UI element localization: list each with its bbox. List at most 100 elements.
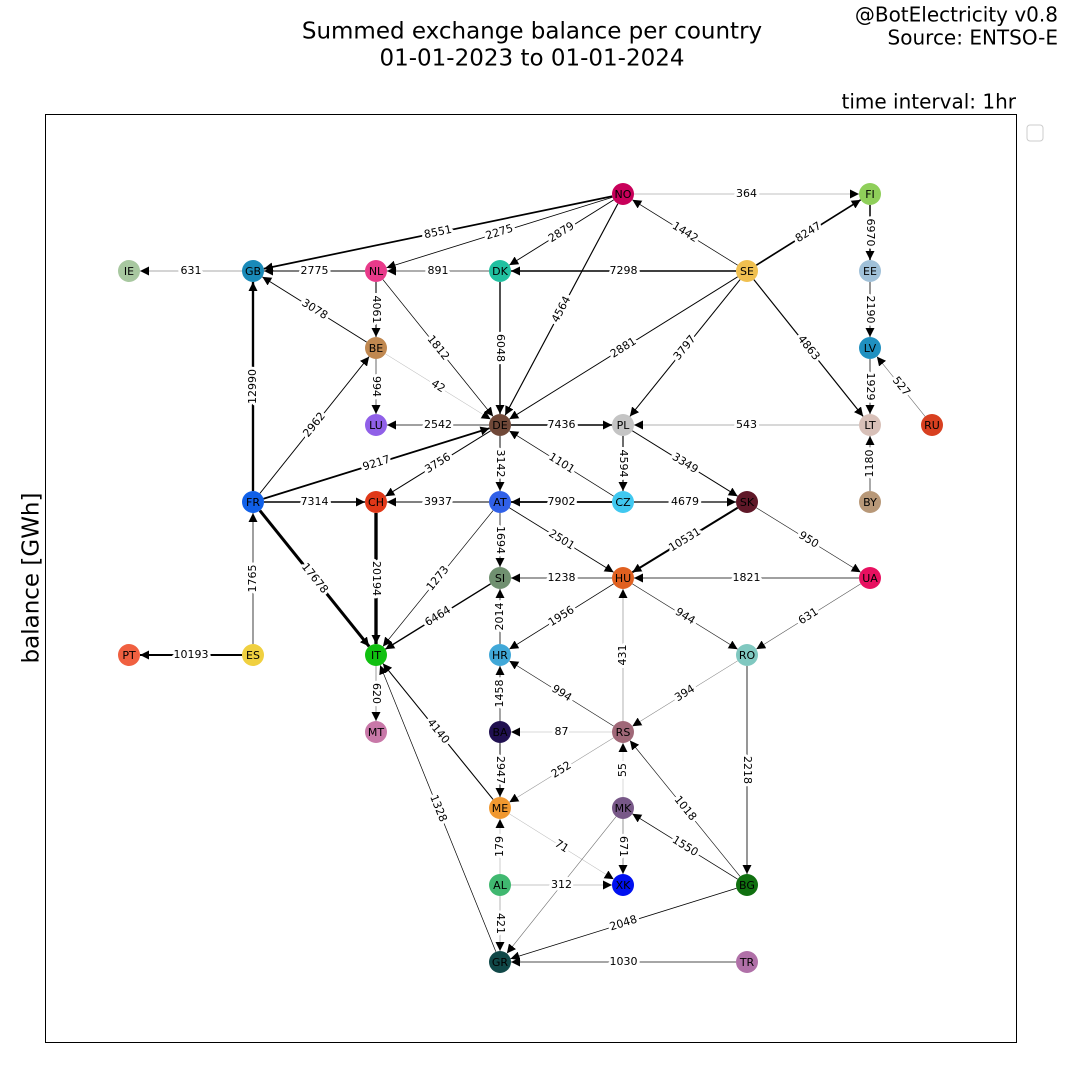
edge-label: 1101 (546, 450, 577, 476)
edge-label: 7902 (548, 495, 576, 508)
node-label: DE (492, 419, 507, 432)
edge (384, 583, 492, 650)
node-label: BA (492, 726, 508, 739)
edge (629, 740, 741, 877)
node (365, 337, 387, 359)
node (736, 260, 758, 282)
edge (509, 737, 614, 803)
node-label: AT (493, 496, 507, 509)
edge (755, 199, 862, 266)
node-label: CH (368, 496, 384, 509)
node (365, 644, 387, 666)
edge-label: 1238 (548, 571, 576, 584)
node (859, 414, 881, 436)
nodes: NO FI IE GB NL DK SE EE BE LV LU DE PL LT RU FR CH AT CZ SK… (118, 183, 943, 973)
node-label: SK (740, 496, 755, 509)
edge-label: 1273 (424, 563, 452, 593)
edge-label: 4594 (617, 450, 630, 478)
edge-label: 994 (370, 376, 383, 397)
edge-label: 6970 (864, 219, 877, 247)
y-label: balance [GWh] (19, 493, 45, 664)
edge-label: 20194 (370, 561, 383, 596)
edge (509, 430, 614, 497)
edge-label: 71 (552, 837, 571, 855)
edge-label: 3756 (422, 450, 453, 476)
node-label: GB (245, 265, 261, 278)
edge-label: 2048 (608, 913, 639, 934)
node (612, 797, 634, 819)
edge-label: 620 (370, 683, 383, 704)
edge-label: 8551 (423, 223, 453, 241)
edge-label: 527 (890, 374, 913, 399)
edge-label: 421 (494, 913, 507, 934)
edge-label: 2542 (424, 418, 452, 431)
node (365, 721, 387, 743)
node-label: PT (122, 649, 136, 662)
node (489, 874, 511, 896)
node-label: TR (739, 956, 755, 969)
edges (140, 189, 926, 967)
node-label: IE (124, 265, 134, 278)
node-label: SI (495, 572, 505, 585)
node-label: PL (617, 419, 631, 432)
node-label: EE (863, 265, 877, 278)
edge (509, 199, 614, 266)
edge (756, 583, 861, 650)
edge-label: 1018 (672, 793, 700, 823)
edge-label: 944 (673, 605, 698, 627)
edge-label: 1929 (864, 373, 877, 401)
edge (632, 430, 738, 497)
credit: @BotElectricity v0.8 (855, 3, 1058, 27)
node (365, 260, 387, 282)
edge-label: 1765 (246, 565, 259, 593)
edge (632, 199, 738, 266)
node-label: SE (740, 265, 754, 278)
title-line: 01-01-2023 to 01-01-2024 (379, 46, 684, 72)
edge-label: 1812 (425, 333, 453, 363)
edge (263, 426, 490, 500)
edge-label: 1821 (733, 571, 761, 584)
node (242, 491, 264, 513)
edge-label: 3937 (424, 495, 452, 508)
edge-label: 2014 (493, 603, 506, 631)
node (612, 874, 634, 896)
edge-label: 543 (736, 418, 757, 431)
node (489, 797, 511, 819)
edge (259, 356, 370, 494)
node (118, 260, 140, 282)
edge (385, 353, 491, 420)
node (489, 951, 511, 973)
edge-label: 87 (555, 725, 569, 738)
edge-label: 1956 (546, 603, 577, 629)
node (736, 874, 758, 896)
edge (510, 887, 737, 961)
edge-label: 1458 (493, 680, 506, 708)
edge (379, 665, 497, 952)
edge-label: 2190 (864, 296, 877, 324)
edge-label: 950 (796, 529, 821, 551)
node (612, 414, 634, 436)
edge-label: 7298 (610, 264, 638, 277)
edge-label: 4863 (795, 333, 823, 363)
edge-label: 2218 (741, 756, 754, 784)
node-label: FR (246, 496, 260, 509)
edge-label: 631 (796, 605, 821, 627)
edge-label: 4679 (671, 495, 699, 508)
edge-label: 1180 (863, 450, 876, 478)
node-label: HU (615, 572, 631, 585)
edge-label: 10531 (666, 525, 703, 554)
edge-label: 431 (616, 645, 629, 666)
edge-label: 17678 (299, 560, 331, 595)
edge-label: 994 (549, 682, 574, 704)
edge (382, 279, 494, 417)
edge-label: 3142 (494, 450, 507, 478)
edge (632, 813, 738, 880)
node-label: UA (862, 572, 878, 585)
node (365, 491, 387, 513)
node-label: RO (739, 649, 756, 662)
node-label: MK (615, 802, 632, 815)
edge (509, 583, 614, 650)
edge-label: 1328 (427, 793, 450, 824)
edge (504, 203, 619, 416)
edge-label: 55 (616, 763, 629, 777)
